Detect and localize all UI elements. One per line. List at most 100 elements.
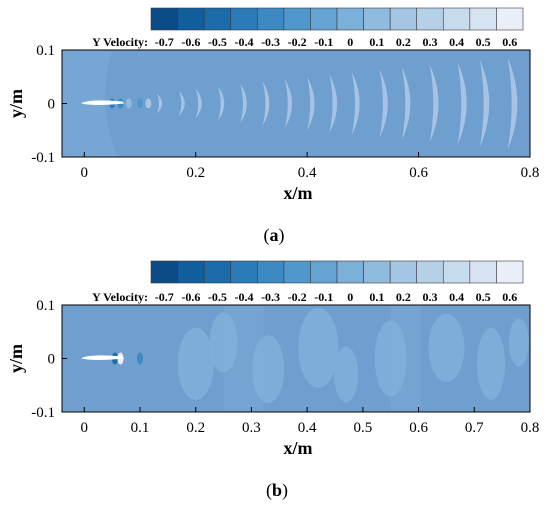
- legend-tick-label: 0.6: [502, 290, 517, 304]
- y-tick-label: 0.1: [36, 298, 55, 314]
- legend-tick-label: 0: [347, 290, 353, 304]
- wake-vortex: [379, 69, 388, 138]
- legend-swatch: [283, 260, 311, 284]
- contour-field: [62, 305, 530, 412]
- legend-tick-label: 0.5: [476, 290, 491, 304]
- legend-swatch: [496, 7, 524, 31]
- legend-swatch: [442, 260, 471, 284]
- x-tick-label: 0.1: [131, 420, 150, 436]
- legend-tick-label: -0.2: [288, 290, 307, 304]
- legend-tick-label: 0.4: [449, 290, 464, 304]
- legend-tick-label: 0.4: [449, 35, 464, 49]
- legend-swatch: [336, 260, 364, 284]
- x-tick-label: 0.8: [521, 165, 540, 181]
- wake-vortex: [145, 98, 152, 109]
- legend-tick-label: -0.3: [261, 290, 280, 304]
- plot-background: [62, 50, 530, 157]
- legend-tick-label: -0.2: [288, 35, 307, 49]
- legend-swatch: [310, 7, 338, 31]
- legend-title: Y Velocity:: [92, 290, 148, 304]
- x-tick-label: 0.8: [521, 420, 540, 436]
- legend-tick-label: -0.3: [261, 35, 280, 49]
- wake-vortex: [137, 352, 143, 365]
- x-axis-label: x/m: [284, 183, 313, 203]
- legend-swatch: [336, 7, 364, 31]
- wake-vortex: [429, 64, 439, 143]
- wake-vortex: [195, 88, 202, 119]
- legend-swatch: [230, 260, 258, 284]
- wake-blob: [334, 346, 359, 403]
- panel-b-caption-letter: b: [272, 480, 282, 500]
- hydrofoil: [81, 355, 125, 360]
- legend-swatch: [416, 260, 444, 284]
- legend-swatch: [310, 260, 338, 284]
- legend-tick-label: -0.6: [181, 290, 200, 304]
- wake-blob: [252, 335, 285, 404]
- hydrofoil: [81, 100, 125, 105]
- legend-tick-label: -0.5: [208, 290, 227, 304]
- wake-vortex: [262, 81, 270, 126]
- legend-tick-label: 0.1: [369, 290, 384, 304]
- panel-a-caption: (a): [264, 225, 285, 246]
- wake-vortex: [218, 86, 225, 121]
- legend-swatch: [442, 7, 471, 31]
- legend-tick-label: -0.7: [155, 290, 174, 304]
- x-tick-label: 0: [81, 420, 89, 436]
- wake-band: [223, 305, 264, 412]
- legend-tick-label: 0.1: [369, 35, 384, 49]
- legend-tick-label: -0.1: [314, 35, 333, 49]
- wake-vortex: [125, 98, 132, 109]
- legend-tick-label: -0.4: [235, 35, 254, 49]
- panel-b-caption: (b): [266, 480, 288, 501]
- legend-tick-label: 0.2: [396, 35, 411, 49]
- x-tick-label: 0.7: [465, 420, 484, 436]
- legend-swatch: [177, 7, 205, 31]
- legend-swatch: [177, 260, 205, 284]
- legend-swatch: [203, 7, 232, 31]
- y-axis-label: y/m: [6, 344, 26, 373]
- legend-swatch: [469, 260, 497, 284]
- legend-swatch: [150, 260, 178, 284]
- legend-tick-label: 0.6: [502, 35, 517, 49]
- legend-tick-label: -0.4: [235, 290, 254, 304]
- legend-tick-label: -0.7: [155, 35, 174, 49]
- wake-vortex: [329, 74, 338, 133]
- wake-blob: [374, 320, 407, 397]
- x-tick-label: 0.6: [409, 165, 428, 181]
- legend-tick-label: 0.3: [423, 290, 438, 304]
- x-tick-label: 0.6: [409, 420, 428, 436]
- legend-swatch: [283, 7, 311, 31]
- wake-vortex: [457, 62, 467, 145]
- x-tick-label: 0.2: [186, 420, 205, 436]
- y-tick-label: -0.1: [31, 405, 55, 421]
- legend-tick-label: -0.1: [314, 290, 333, 304]
- wake-vortex: [284, 79, 293, 128]
- legend-tick-label: 0.3: [423, 35, 438, 49]
- wake-vortex: [351, 71, 360, 136]
- legend-swatch: [256, 7, 285, 31]
- x-tick-label: 0.5: [353, 420, 372, 436]
- y-axis-label: y/m: [6, 89, 26, 118]
- legend-tick-label: 0: [347, 35, 353, 49]
- wake-blob: [177, 327, 214, 400]
- legend-tick-label: -0.5: [208, 35, 227, 49]
- wake-vortex: [307, 76, 315, 131]
- wake-vortex: [137, 98, 143, 109]
- wake-blob: [508, 318, 529, 367]
- wake-blob: [298, 307, 339, 388]
- panel-b: Y Velocity: -0.7 -0.6 -0.5 -0.4 -0.3 -0.2 -0.1 0…: [6, 260, 540, 458]
- legend-swatch: [389, 260, 418, 284]
- legend-swatch: [256, 260, 285, 284]
- x-tick-label: 0: [81, 165, 89, 181]
- legend-swatch: [389, 7, 418, 31]
- x-tick-label: 0.2: [186, 165, 205, 181]
- legend-tick-label: 0.5: [476, 35, 491, 49]
- panel-a: Y Velocity: -0.7 -0.6 -0.5 -0.4 -0.3 -0.2 -0.1 0…: [6, 7, 540, 203]
- wake-vortex: [401, 67, 411, 140]
- x-axis-label: x/m: [284, 438, 313, 458]
- legend-swatch: [150, 7, 178, 31]
- x-tick-label: 0.3: [242, 420, 261, 436]
- contour-field: [62, 50, 530, 157]
- wake-blob: [428, 313, 465, 382]
